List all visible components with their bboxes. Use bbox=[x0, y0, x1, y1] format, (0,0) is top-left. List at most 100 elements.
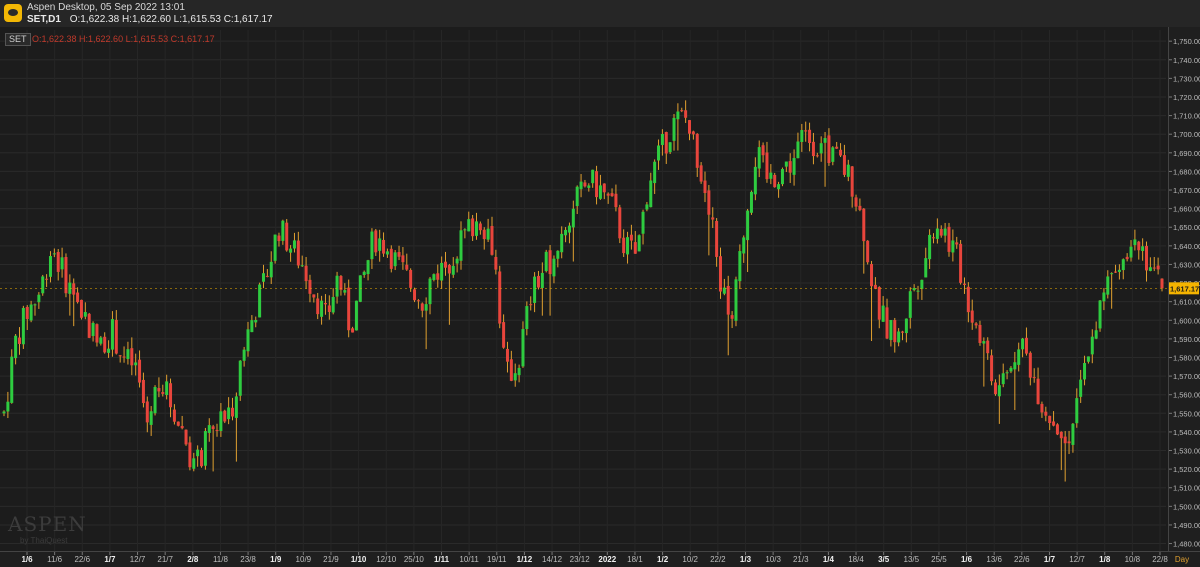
candle-down bbox=[548, 250, 552, 275]
candle-down bbox=[397, 252, 401, 257]
candle-down bbox=[788, 161, 792, 173]
price-tick-label: 1,500.00 bbox=[1173, 502, 1200, 511]
candle-up bbox=[649, 180, 653, 208]
candle-up bbox=[385, 251, 389, 255]
candle-up bbox=[792, 158, 796, 175]
candle-up bbox=[83, 312, 87, 317]
price-tick-label: 1,690.00 bbox=[1173, 149, 1200, 158]
candle-up bbox=[641, 211, 645, 234]
candle-up bbox=[746, 210, 750, 241]
candle-up bbox=[533, 276, 537, 303]
candle-up bbox=[242, 349, 246, 361]
candle-up bbox=[672, 117, 676, 141]
price-tick-label: 1,510.00 bbox=[1173, 484, 1200, 493]
candle-down bbox=[595, 171, 599, 198]
candle-up bbox=[486, 228, 490, 240]
candle-up bbox=[219, 411, 223, 432]
candle-down bbox=[1152, 267, 1156, 269]
price-tick-label: 1,680.00 bbox=[1173, 167, 1200, 176]
price-tick-label: 1,750.00 bbox=[1173, 37, 1200, 46]
price-tick-label: 1,590.00 bbox=[1173, 335, 1200, 344]
candle-down bbox=[447, 265, 451, 274]
candle-down bbox=[316, 298, 320, 315]
candle-down bbox=[25, 306, 29, 319]
candle-down bbox=[839, 149, 843, 156]
candle-up bbox=[796, 141, 800, 159]
price-tick-label: 1,610.00 bbox=[1173, 298, 1200, 307]
candle-up bbox=[1013, 362, 1017, 370]
candle-up bbox=[320, 300, 324, 317]
candle-down bbox=[505, 348, 509, 362]
date-tick-label: 25/10 bbox=[404, 555, 425, 564]
brand-watermark-sub: by ThaiQuest bbox=[20, 536, 68, 545]
candle-up bbox=[943, 228, 947, 236]
candle-up bbox=[428, 278, 432, 305]
candle-up bbox=[517, 367, 521, 376]
candle-down bbox=[494, 256, 498, 270]
candle-down bbox=[389, 248, 393, 269]
date-tick-label: 18/1 bbox=[627, 555, 643, 564]
date-tick-label: 10/8 bbox=[1125, 555, 1141, 564]
price-axis-panel[interactable] bbox=[1168, 27, 1200, 551]
candle-up bbox=[10, 356, 14, 403]
date-tick-label: 1/10 bbox=[351, 555, 367, 564]
candle-down bbox=[854, 197, 858, 207]
date-tick-label: 1/6 bbox=[961, 555, 973, 564]
price-tick-label: 1,740.00 bbox=[1173, 56, 1200, 65]
candle-up bbox=[1133, 239, 1137, 246]
date-tick-label: 10/3 bbox=[765, 555, 781, 564]
series-tag[interactable]: SET bbox=[5, 33, 31, 46]
candle-down bbox=[850, 166, 854, 197]
candle-up bbox=[165, 381, 169, 395]
candle-up bbox=[99, 337, 103, 344]
grid bbox=[0, 30, 1166, 551]
candle-up bbox=[1079, 379, 1083, 397]
candle-up bbox=[37, 294, 41, 303]
candle-down bbox=[688, 120, 692, 134]
candle-up bbox=[366, 260, 370, 275]
candle-up bbox=[126, 349, 130, 359]
candle-down bbox=[145, 401, 149, 423]
date-axis-panel[interactable] bbox=[0, 551, 1200, 567]
candle-down bbox=[622, 237, 626, 254]
date-tick-label: 1/3 bbox=[740, 555, 752, 564]
candle-down bbox=[707, 190, 711, 215]
candle-down bbox=[718, 256, 722, 292]
date-tick-label: 13/5 bbox=[904, 555, 920, 564]
candle-down bbox=[351, 328, 355, 333]
candle-down bbox=[931, 237, 935, 239]
candle-down bbox=[993, 382, 997, 395]
candle-down bbox=[684, 110, 688, 118]
candle-up bbox=[540, 272, 544, 289]
candle-up bbox=[676, 111, 680, 120]
candle-down bbox=[436, 273, 440, 280]
candle-up bbox=[924, 258, 928, 278]
candle-up bbox=[269, 261, 273, 278]
candle-down bbox=[939, 229, 943, 236]
candle-up bbox=[935, 228, 939, 239]
candle-down bbox=[862, 208, 866, 242]
date-tick-label: 1/8 bbox=[1099, 555, 1111, 564]
symbol-timeframe[interactable]: SET,D1 bbox=[27, 14, 61, 25]
candle-down bbox=[990, 355, 994, 382]
candle-up bbox=[474, 221, 478, 236]
price-tick-label: 1,580.00 bbox=[1173, 353, 1200, 362]
candle-down bbox=[72, 283, 76, 295]
candle-up bbox=[258, 284, 262, 318]
date-tick-label: 14/12 bbox=[542, 555, 563, 564]
candle-up bbox=[378, 238, 382, 251]
date-tick-label: 1/12 bbox=[517, 555, 533, 564]
candle-up bbox=[777, 184, 781, 190]
candle-up bbox=[432, 274, 436, 280]
candle-down bbox=[482, 229, 486, 240]
candle-up bbox=[1148, 267, 1152, 271]
candle-down bbox=[1048, 415, 1052, 424]
candle-up bbox=[68, 282, 72, 294]
candle-down bbox=[966, 286, 970, 313]
candle-down bbox=[215, 429, 219, 431]
candle-down bbox=[811, 141, 815, 157]
candle-down bbox=[17, 337, 21, 344]
candle-down bbox=[695, 133, 699, 168]
candle-down bbox=[157, 388, 161, 392]
